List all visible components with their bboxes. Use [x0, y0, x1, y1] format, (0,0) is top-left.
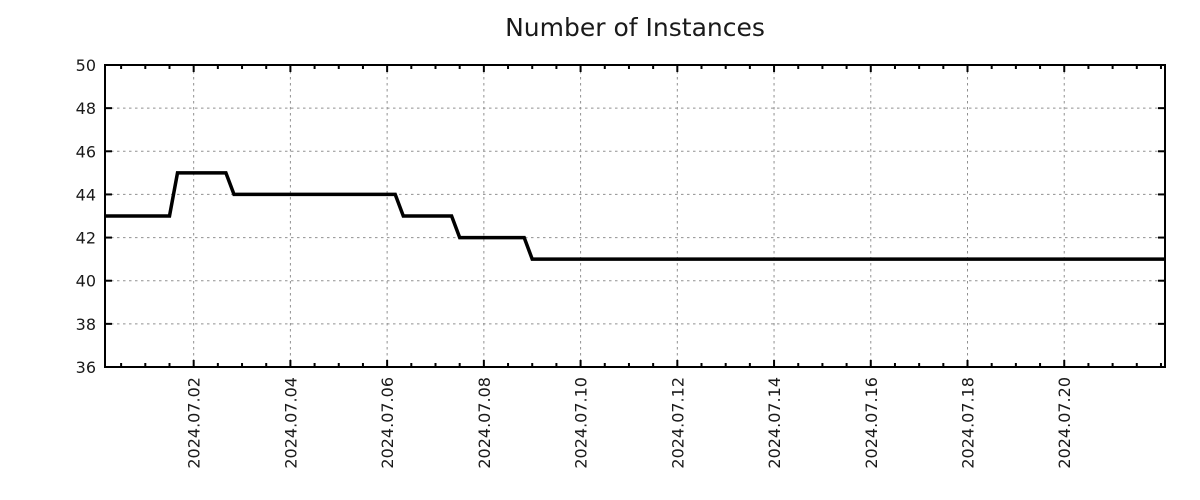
y-tick-label: 44	[76, 185, 96, 204]
x-tick-label: 2024.07.06	[378, 377, 397, 469]
y-tick-label: 38	[76, 315, 96, 334]
y-tick-label: 36	[76, 358, 96, 377]
chart-title: Number of Instances	[505, 13, 765, 42]
y-tick-label: 46	[76, 142, 96, 161]
x-tick-label: 2024.07.16	[862, 377, 881, 469]
y-tick-label: 50	[76, 56, 96, 75]
y-tick-label: 40	[76, 272, 96, 291]
x-tick-label: 2024.07.20	[1055, 377, 1074, 469]
x-tick-label: 2024.07.10	[572, 377, 591, 469]
x-tick-label: 2024.07.18	[959, 377, 978, 469]
x-tick-label: 2024.07.04	[281, 377, 300, 469]
x-tick-label: 2024.07.12	[668, 377, 687, 469]
y-tick-label: 48	[76, 99, 96, 118]
x-tick-label: 2024.07.14	[765, 377, 784, 469]
data-line-instances	[105, 171, 1165, 261]
x-tick-label: 2024.07.08	[475, 377, 494, 469]
x-tick-label: 2024.07.02	[185, 377, 204, 469]
y-tick-label: 42	[76, 229, 96, 248]
plot-border	[104, 64, 1166, 368]
